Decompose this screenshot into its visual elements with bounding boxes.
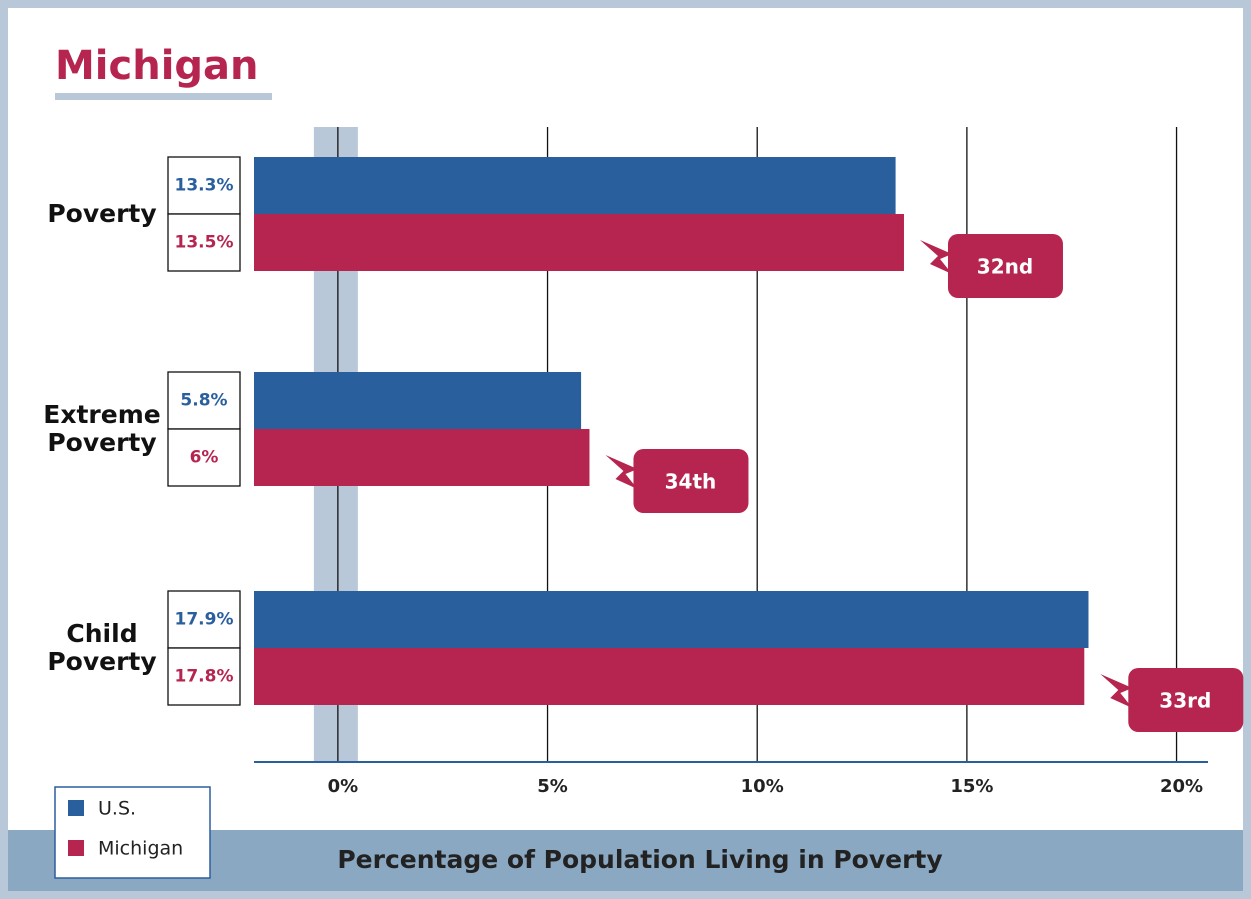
bar [254,648,1085,705]
callout-pointer [605,455,638,489]
title-underline [55,93,272,100]
bar [254,157,896,214]
rank-label: 32nd [977,255,1033,279]
rank-callout [1128,668,1244,732]
legend-label: U.S. [98,798,136,820]
rank-callout [947,234,1063,298]
x-tick-label: 5% [537,776,568,797]
bar [254,591,1089,648]
value-label: 17.9% [175,610,234,630]
x-tick-label: 15% [950,776,993,797]
legend-swatch [68,840,84,856]
rank-callout [633,449,749,513]
rank-label: 33rd [1159,689,1211,713]
footer-band [8,830,1243,891]
callout-pointer [919,240,952,274]
rank-label: 34th [665,470,717,494]
value-label: 13.3% [175,176,234,196]
bar [254,429,590,486]
x-tick-label: 20% [1160,776,1203,797]
category-label: Poverty [47,199,157,228]
x-axis-title: Percentage of Population Living in Pover… [337,845,942,874]
value-label: 5.8% [180,391,227,411]
callout-pointer [1100,674,1133,708]
value-box [167,156,241,215]
x-tick-label: 10% [741,776,784,797]
category-label: Extreme Poverty [43,400,161,457]
value-box [167,213,241,272]
bar [254,372,582,429]
x-tick-label: 0% [328,776,359,797]
value-label: 17.8% [175,667,234,687]
chart-title: Michigan [55,43,259,89]
legend-swatch [68,800,84,816]
value-label: 6% [190,448,219,468]
value-box [167,428,241,487]
bar [254,214,904,271]
category-label: Child Poverty [47,619,157,676]
legend-label: Michigan [98,838,183,860]
value-label: 13.5% [175,233,234,253]
value-box [167,647,241,706]
